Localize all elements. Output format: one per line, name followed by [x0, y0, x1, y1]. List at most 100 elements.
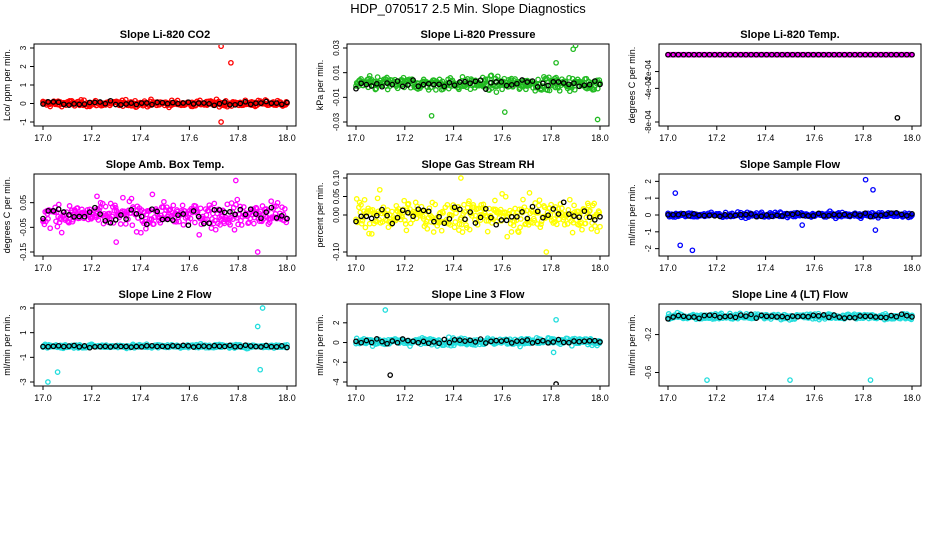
data-point	[402, 217, 408, 224]
mean-point	[363, 337, 370, 344]
mean-point	[503, 82, 510, 89]
mean-point	[123, 343, 129, 350]
mean-point	[425, 340, 432, 347]
mean-point	[555, 79, 562, 85]
outlier-point	[570, 46, 577, 53]
data-point	[571, 86, 578, 93]
mean-point	[560, 199, 567, 206]
data-point	[94, 193, 100, 200]
mean-point	[571, 213, 577, 219]
y-tick-label: 0.05	[19, 194, 28, 210]
data-point	[463, 222, 469, 228]
plot-frame	[346, 43, 610, 127]
x-tick-label: 17.2	[83, 263, 101, 273]
y-tick-label: -0.2	[644, 327, 653, 341]
x-tick-label: 17.6	[806, 263, 824, 273]
mean-point	[81, 343, 88, 349]
data-point	[66, 203, 73, 209]
mean-point	[768, 51, 775, 58]
y-tick-label: -2e-04	[644, 59, 653, 83]
x-tick-label: 17.2	[708, 263, 726, 273]
mean-point	[831, 211, 837, 218]
data-point	[112, 202, 118, 209]
mean-point	[534, 208, 541, 215]
panel-title: Slope Sample Flow	[740, 159, 841, 171]
data-point	[122, 221, 129, 227]
data-point	[424, 225, 431, 232]
mean-point	[665, 315, 671, 322]
y-tick-label: 0.05	[332, 188, 341, 204]
mean-point	[278, 343, 285, 349]
data-point	[358, 220, 365, 227]
y-axis-label: Lco/ ppm per min.	[2, 49, 12, 121]
mean-point	[420, 81, 427, 88]
y-tick-label: -0.05	[19, 218, 28, 237]
data-points	[353, 45, 603, 123]
panel-title: Slope Line 4 (LT) Flow	[732, 289, 848, 301]
mean-point	[66, 343, 72, 349]
mean-point	[284, 215, 290, 222]
panel-4: Slope Amb. Box Temp. degrees C per min. 17…	[2, 159, 297, 273]
mean-point	[519, 209, 525, 215]
mean-point	[185, 222, 192, 229]
data-point	[536, 197, 543, 204]
x-tick-label: 17.2	[396, 393, 414, 403]
data-point	[176, 218, 182, 225]
mean-point	[363, 213, 370, 220]
mean-point	[841, 211, 848, 218]
x-tick-label: 17.8	[854, 263, 872, 273]
mean-point	[810, 51, 817, 58]
data-point	[535, 202, 542, 209]
mean-point	[201, 220, 207, 227]
mean-point	[284, 344, 290, 351]
mean-point	[242, 211, 249, 218]
mean-point	[665, 51, 671, 58]
mean-point	[441, 83, 448, 90]
data-point	[494, 73, 501, 80]
x-tick-label: 17.6	[494, 393, 512, 403]
mean-point	[425, 208, 432, 215]
data-point	[99, 200, 106, 207]
data-point	[266, 219, 273, 226]
mean-point	[263, 98, 270, 105]
mean-point	[128, 100, 135, 106]
mean-point	[862, 313, 869, 320]
x-tick-label: 17.6	[181, 263, 199, 273]
mean-point	[909, 314, 915, 320]
outlier-point	[550, 349, 557, 356]
mean-point	[514, 338, 520, 344]
mean-point	[45, 207, 52, 214]
data-point	[430, 229, 437, 235]
data-point	[465, 200, 472, 207]
mean-point	[665, 212, 671, 218]
mean-point	[143, 100, 150, 106]
outlier-point	[894, 114, 901, 121]
mean-point	[50, 343, 57, 350]
data-point	[120, 194, 126, 201]
mean-point	[216, 100, 223, 107]
x-tick-label: 17.2	[83, 133, 101, 143]
mean-point	[893, 210, 900, 216]
outlier-point	[862, 176, 869, 183]
x-tick-label: 18.0	[591, 133, 609, 143]
mean-point	[852, 51, 858, 58]
mean-point	[420, 338, 427, 345]
data-point	[571, 202, 577, 209]
mean-point	[831, 312, 837, 318]
data-point	[488, 72, 495, 79]
mean-point	[112, 216, 119, 223]
data-point	[526, 190, 533, 196]
mean-point	[159, 343, 166, 350]
mean-point	[529, 78, 536, 84]
y-tick-label: -1	[19, 118, 28, 126]
mean-point	[368, 215, 375, 222]
mean-point	[384, 340, 390, 347]
mean-point	[696, 51, 702, 58]
outlier-point	[254, 249, 261, 255]
mean-point	[373, 336, 380, 342]
figure-title: HDP_070517 2.5 Min. Slope Diagnostics	[350, 1, 586, 16]
mean-point	[55, 99, 62, 106]
data-point	[535, 76, 541, 83]
outlier-point	[543, 249, 550, 255]
y-tick-label: -1	[19, 353, 28, 361]
